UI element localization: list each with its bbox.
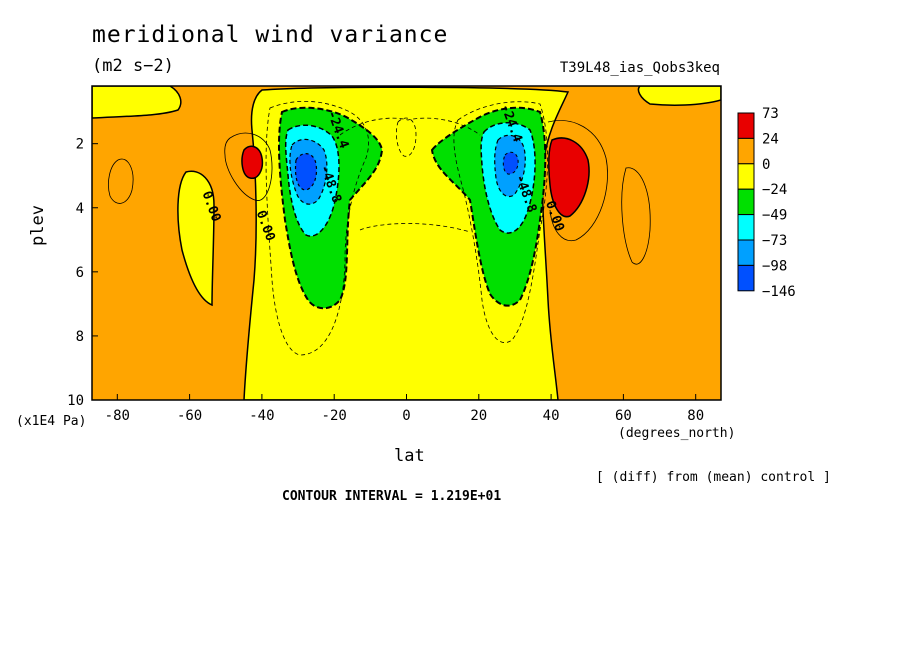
contour-line-center-dashed [396, 117, 417, 157]
colorbar-label: −73 [762, 233, 787, 249]
y-tick-label: 4 [76, 201, 84, 217]
chart-units: (m2 s−2) [92, 56, 174, 76]
colorbar-swatch [737, 112, 755, 139]
chart-title: meridional wind variance [92, 22, 449, 48]
colorbar-label: 73 [762, 106, 779, 122]
y-axis-ticks: 2 4 6 8 10 [67, 137, 98, 409]
diff-note: [ (diff) from (mean) control ] [596, 470, 831, 485]
fill-band-south-pocket [177, 170, 215, 307]
run-id: T39L48_ias_Qobs3keq [559, 60, 720, 76]
y-tick-label: 6 [76, 265, 84, 281]
contour-line-south-positive [224, 132, 273, 201]
y-tick-label: 10 [67, 393, 84, 409]
x-tick-label: 80 [687, 408, 704, 424]
x-tick-label: -80 [105, 408, 130, 424]
y-tick-label: 8 [76, 329, 84, 345]
colorbar-label: 0 [762, 157, 770, 173]
x-tick-label: 60 [615, 408, 632, 424]
colorbar-label: −98 [762, 258, 787, 274]
colorbar-swatch [737, 137, 755, 165]
plot-axes: -80 -60 -40 -20 0 20 40 60 80 2 4 6 8 10 [67, 85, 722, 424]
contour-line-far-south [108, 158, 134, 204]
y-tick-label: 2 [76, 137, 84, 153]
contour-line-center-lower [359, 223, 471, 233]
x-axis-unit: (degrees_north) [618, 426, 736, 441]
contour-line-north-dashed [453, 101, 548, 343]
colorbar-swatch [737, 188, 755, 216]
colorbar: 73 24 0 −24 −49 −73 −98 −146 [737, 106, 796, 300]
x-tick-label: 0 [402, 408, 410, 424]
colorbar-label: −24 [762, 182, 787, 198]
fill-band-top-left [92, 86, 182, 119]
fill-band-north-red [547, 137, 590, 218]
contour-line-center-arc [339, 117, 481, 136]
x-tick-label: 40 [543, 408, 560, 424]
x-tick-label: -40 [249, 408, 274, 424]
colorbar-swatch [737, 214, 755, 241]
x-tick-label: -60 [177, 408, 202, 424]
x-axis-ticks: -80 -60 -40 -20 0 20 40 60 80 [105, 394, 704, 424]
colorbar-swatch [737, 239, 755, 266]
colorbar-label: −49 [762, 208, 787, 224]
fill-band-top-right [637, 86, 721, 106]
contour-line-north-positive [547, 120, 608, 242]
colorbar-label: −146 [762, 284, 796, 300]
x-axis-label: lat [394, 446, 425, 466]
x-tick-label: 20 [470, 408, 487, 424]
x-tick-label: -20 [322, 408, 347, 424]
colorbar-label: 24 [762, 131, 779, 147]
fill-band-north-core [502, 151, 519, 175]
contour-line-far-north [621, 167, 651, 265]
contour-fills [92, 86, 721, 400]
fill-band-south-red [241, 145, 264, 179]
fill-band-south-deepblue [294, 153, 318, 191]
colorbar-swatch [737, 264, 755, 292]
contour-interval: CONTOUR INTERVAL = 1.219E+01 [282, 489, 502, 504]
y-axis-unit: (x1E4 Pa) [16, 414, 87, 429]
colorbar-swatch [737, 163, 755, 190]
